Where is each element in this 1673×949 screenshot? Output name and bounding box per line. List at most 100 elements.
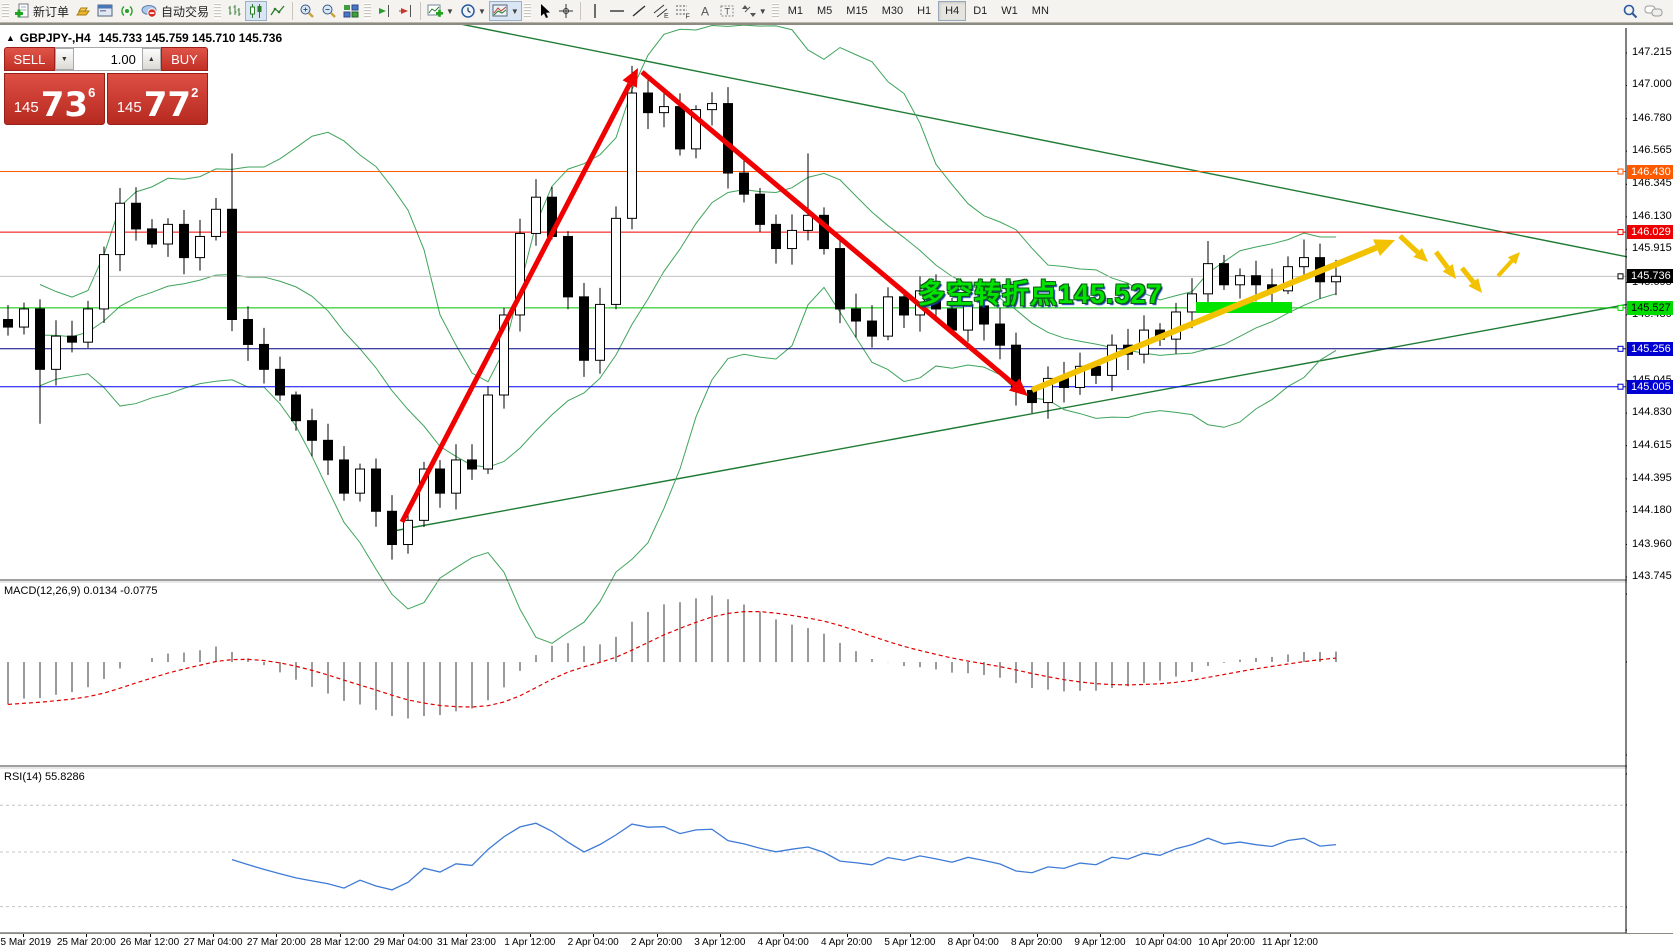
one-click-trading-panel: SELL ▼ ▲ BUY 145 73 6 145 77 2 [4,47,208,125]
pivot-annotation-text[interactable]: 多空转折点145.527 [918,279,1163,309]
indicators-icon [427,4,444,17]
bar-chart-mode-button[interactable] [223,1,245,21]
arrows-tool-button[interactable]: ▼ [738,1,770,21]
toolbar-drag-handle[interactable] [214,3,222,19]
buy-button[interactable]: BUY [160,47,208,71]
text-label-tool-button[interactable]: T [716,1,738,21]
trendline-tool-button[interactable] [628,1,650,21]
signals-button[interactable] [116,1,138,21]
volume-increase-button[interactable]: ▲ [141,48,161,70]
line-chart-mode-button[interactable] [267,1,289,21]
time-axis[interactable]: 25 Mar 2019 25 Mar 20:00 26 Mar 12:00 27 Ma… [0,933,1673,949]
timeframe-button-h4[interactable]: H4 [938,1,967,21]
red-arrow-impulse-up[interactable] [399,68,638,524]
chart-canvas[interactable] [0,25,1673,949]
time-tick-label: 11 Apr 12:00 [1262,937,1318,948]
timeframe-button-m30[interactable]: M30 [881,5,904,17]
yellow-projection-arrow[interactable] [1030,239,1395,393]
candles [3,65,1341,560]
new-order-label: 新订单 [33,4,70,19]
price-tick-label: 146.345 [1632,177,1672,190]
time-tick-label: 27 Mar 20:00 [246,937,306,948]
zoom-out-button[interactable] [318,1,340,21]
zoom-in-button[interactable] [296,1,318,21]
crosshair-tool-button[interactable] [555,1,577,21]
auto-scroll-button[interactable] [395,1,417,21]
chart-shift-icon [379,5,390,17]
gold-button[interactable] [72,1,94,21]
periods-button[interactable]: ▼ [457,1,489,21]
rsi-label: RSI(14) 55.8286 [4,771,85,783]
templates-button[interactable]: ▼ [488,1,522,21]
timeframe-button-m5[interactable]: M5 [817,5,833,17]
trendline-ascending-support[interactable] [387,295,1673,533]
volume-input[interactable] [73,48,142,70]
template-icon [492,4,508,17]
red-arrow-impulse-down[interactable] [640,70,1028,396]
zoom-out-icon [322,4,336,18]
toolbar-drag-handle[interactable] [364,3,372,19]
fibonacci-tool-button[interactable]: F [672,1,694,21]
toolbar-drag-handle[interactable] [771,3,779,19]
rsi-line [231,822,1337,891]
line-chart-icon [270,5,285,16]
vertical-line-icon [594,4,596,18]
price-axis[interactable]: 147.215 147.000 146.780 146.565 146.345 146.1… [1627,25,1673,949]
shapes-arrows-icon [741,5,756,17]
community-chat-button[interactable] [1641,1,1667,21]
timeframe-button-m1[interactable]: M1 [787,5,803,17]
time-tick-label: 27 Mar 04:00 [183,937,243,948]
time-tick-label: 2 Apr 04:00 [567,937,619,948]
time-tick-label: 10 Apr 20:00 [1198,937,1255,948]
search-button[interactable] [1619,1,1641,21]
timeframe-toolbar: M1 M5 M15 M30 H1 H4 D1 W1 MN [781,1,1056,21]
horizontal-line-tool-button[interactable] [606,1,628,21]
green-highlight-bar[interactable] [1196,302,1292,313]
cursor-tool-button[interactable] [533,1,555,21]
chart-shift-button[interactable] [373,1,395,21]
indicators-button[interactable]: ▼ [424,1,457,21]
timeframe-button-m15[interactable]: M15 [846,5,868,17]
yellow-zigzag-arrow-1[interactable] [1433,250,1456,279]
trendline-descending-resistance[interactable] [350,25,1673,267]
text-tool-button[interactable]: A [694,1,716,21]
price-tick-label: 143.745 [1632,569,1672,582]
timeframe-button-d1[interactable]: D1 [973,5,988,17]
terminal-icon [97,4,113,17]
collapse-trade-panel-icon[interactable]: ▲ [6,33,15,43]
cursor-icon [540,4,550,18]
terminal-button[interactable] [94,1,116,21]
dropdown-arrow-icon: ▼ [510,6,519,16]
signal-icon [121,5,133,17]
tile-windows-icon [343,4,359,18]
buy-price-pip: 2 [191,85,199,100]
text-label-icon: T [720,5,734,17]
volume-decrease-button[interactable]: ▼ [54,48,74,70]
dropdown-arrow-icon: ▼ [446,6,454,16]
toolbar-drag-handle[interactable] [523,3,531,19]
sell-price-button[interactable]: 145 73 6 [4,73,105,125]
clock-icon [461,4,475,18]
vertical-line-tool-button[interactable] [584,1,606,21]
timeframe-button-mn[interactable]: MN [1031,5,1049,17]
time-tick-label: 5 Apr 12:00 [884,937,936,948]
yellow-zigzag-arrow-2[interactable] [1460,266,1482,293]
buy-price-button[interactable]: 145 77 2 [107,73,208,125]
equidistant-channel-tool-button[interactable]: E [650,1,672,21]
yellow-up-arrow[interactable] [1496,252,1520,278]
timeframe-button-w1[interactable]: W1 [1001,5,1018,17]
time-tick-label: 29 Mar 04:00 [373,937,433,948]
toolbar-drag-handle[interactable] [2,3,9,19]
candlestick-mode-button[interactable] [245,1,268,21]
tile-windows-button[interactable] [340,1,362,21]
auto-trading-button[interactable]: 自动交易 [138,1,212,21]
symbol-period-label: GBPJPY-,H4 [19,31,91,45]
auto-trading-label: 自动交易 [161,4,210,19]
new-order-button[interactable]: 新订单 [11,1,72,21]
timeframe-button-h1[interactable]: H1 [917,5,932,17]
time-tick-label: 25 Mar 20:00 [56,937,116,948]
svg-text:A: A [701,5,709,19]
sell-button[interactable]: SELL [4,47,55,71]
yellow-zigzag-arrow-0[interactable] [1398,234,1428,262]
price-tick-label: 144.180 [1632,504,1672,517]
